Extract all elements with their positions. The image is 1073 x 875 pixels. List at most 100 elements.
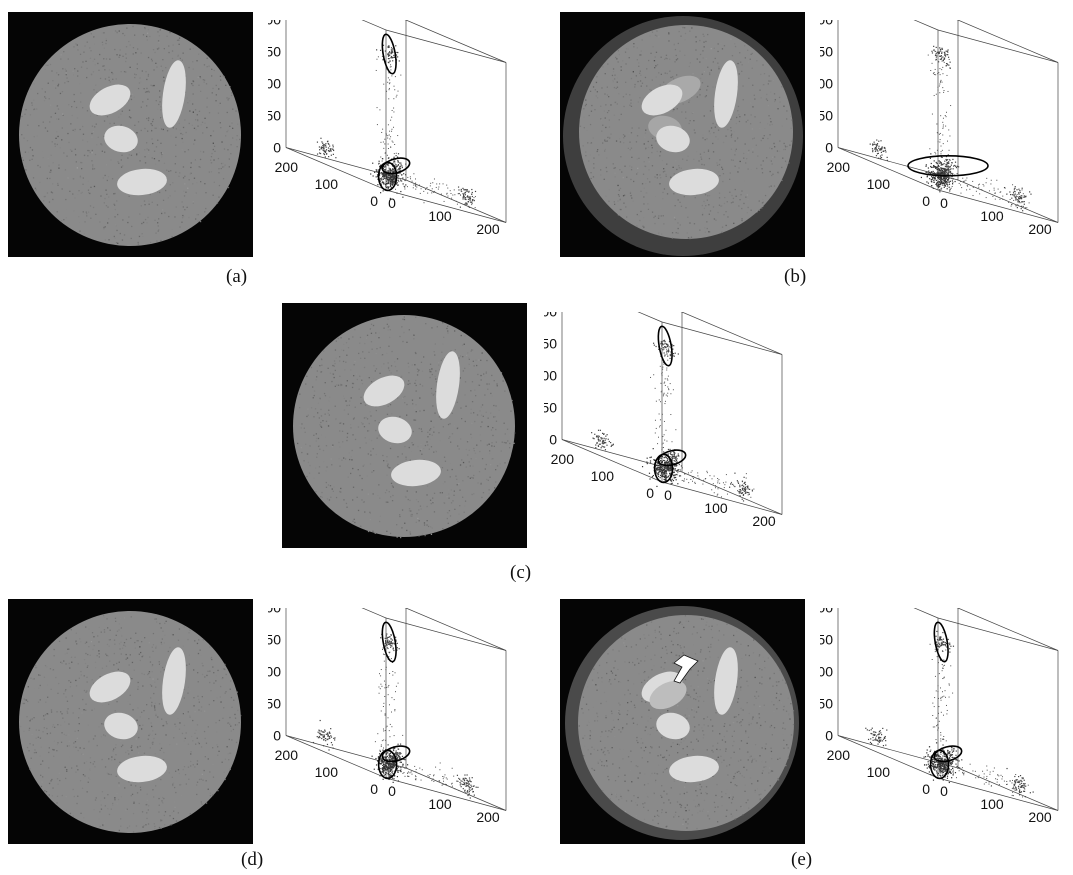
data-point — [391, 174, 393, 176]
data-point — [390, 179, 392, 181]
noise-speckle — [644, 76, 647, 79]
data-point — [874, 148, 876, 150]
noise-speckle — [470, 390, 472, 392]
data-point — [323, 153, 325, 155]
noise-speckle — [367, 430, 369, 432]
noise-speckle — [67, 132, 69, 135]
noise-speckle — [218, 184, 221, 187]
noise-speckle — [688, 65, 690, 68]
noise-speckle — [627, 77, 629, 79]
noise-speckle — [303, 460, 305, 462]
data-point — [397, 164, 399, 167]
noise-speckle — [134, 76, 136, 79]
data-point — [722, 482, 724, 484]
noise-speckle — [612, 79, 614, 81]
data-point — [473, 200, 475, 202]
data-point — [379, 180, 381, 182]
data-point — [933, 74, 935, 76]
data-point — [400, 162, 402, 164]
data-point — [675, 459, 678, 462]
noise-speckle — [783, 109, 786, 111]
data-point — [664, 381, 666, 383]
noise-speckle — [703, 41, 705, 43]
noise-speckle — [631, 127, 633, 129]
noise-speckle — [679, 50, 681, 52]
noise-speckle — [615, 87, 617, 89]
data-point — [664, 463, 666, 465]
noise-speckle — [315, 491, 317, 493]
data-point — [328, 143, 330, 145]
noise-speckle — [147, 56, 150, 59]
data-point — [666, 461, 669, 463]
noise-speckle — [752, 148, 754, 150]
noise-speckle — [765, 98, 768, 100]
noise-speckle — [177, 54, 179, 56]
data-point — [883, 150, 885, 152]
noise-speckle — [339, 430, 341, 432]
data-point — [471, 191, 473, 194]
data-point — [1023, 195, 1025, 197]
noise-speckle — [361, 379, 363, 381]
noise-speckle — [154, 127, 156, 129]
noise-speckle — [214, 182, 217, 185]
noise-speckle — [408, 329, 410, 331]
data-point — [1017, 196, 1019, 198]
noise-speckle — [122, 219, 124, 221]
data-point — [657, 461, 659, 463]
noise-speckle — [162, 152, 164, 154]
data-point — [738, 495, 740, 497]
noise-speckle — [108, 37, 110, 40]
data-point — [388, 181, 390, 183]
data-point — [933, 72, 935, 74]
data-point — [956, 173, 958, 175]
noise-speckle — [465, 354, 468, 357]
noise-speckle — [80, 175, 82, 178]
noise-speckle — [146, 78, 148, 81]
data-point — [942, 124, 944, 126]
data-point — [932, 170, 934, 173]
data-point — [941, 47, 943, 49]
data-point — [670, 479, 672, 481]
data-point — [669, 448, 671, 451]
data-point — [665, 475, 667, 477]
noise-speckle — [74, 197, 76, 199]
noise-speckle — [689, 237, 691, 240]
y-tick-label: 0 — [370, 193, 378, 209]
noise-speckle — [703, 151, 705, 153]
data-point — [940, 115, 942, 117]
noise-speckle — [672, 166, 674, 168]
data-point — [664, 470, 666, 472]
noise-speckle — [334, 362, 336, 365]
noise-speckle — [713, 47, 715, 49]
data-point — [947, 165, 950, 167]
noise-speckle — [39, 166, 41, 168]
noise-speckle — [96, 114, 98, 116]
data-point — [390, 146, 392, 148]
noise-speckle — [717, 129, 720, 131]
box-edge — [661, 321, 783, 355]
noise-speckle — [108, 79, 110, 81]
data-point — [742, 488, 744, 490]
noise-speckle — [480, 379, 482, 381]
data-point — [398, 168, 400, 171]
data-point — [743, 490, 745, 492]
data-point — [715, 485, 717, 487]
noise-speckle — [617, 61, 619, 63]
data-point — [657, 469, 659, 471]
z-tick-label: 0 — [549, 432, 557, 448]
noise-speckle — [630, 102, 632, 104]
data-point — [658, 413, 660, 415]
noise-speckle — [642, 122, 644, 125]
data-point — [742, 500, 745, 502]
noise-speckle — [87, 211, 90, 213]
noise-speckle — [352, 467, 354, 470]
noise-speckle — [342, 441, 344, 443]
noise-speckle — [42, 157, 44, 159]
noise-speckle — [786, 164, 788, 166]
noise-speckle — [438, 362, 440, 364]
noise-speckle — [198, 166, 200, 168]
noise-speckle — [328, 409, 330, 411]
data-point — [677, 453, 679, 455]
noise-speckle — [54, 145, 56, 147]
noise-speckle — [428, 448, 430, 450]
